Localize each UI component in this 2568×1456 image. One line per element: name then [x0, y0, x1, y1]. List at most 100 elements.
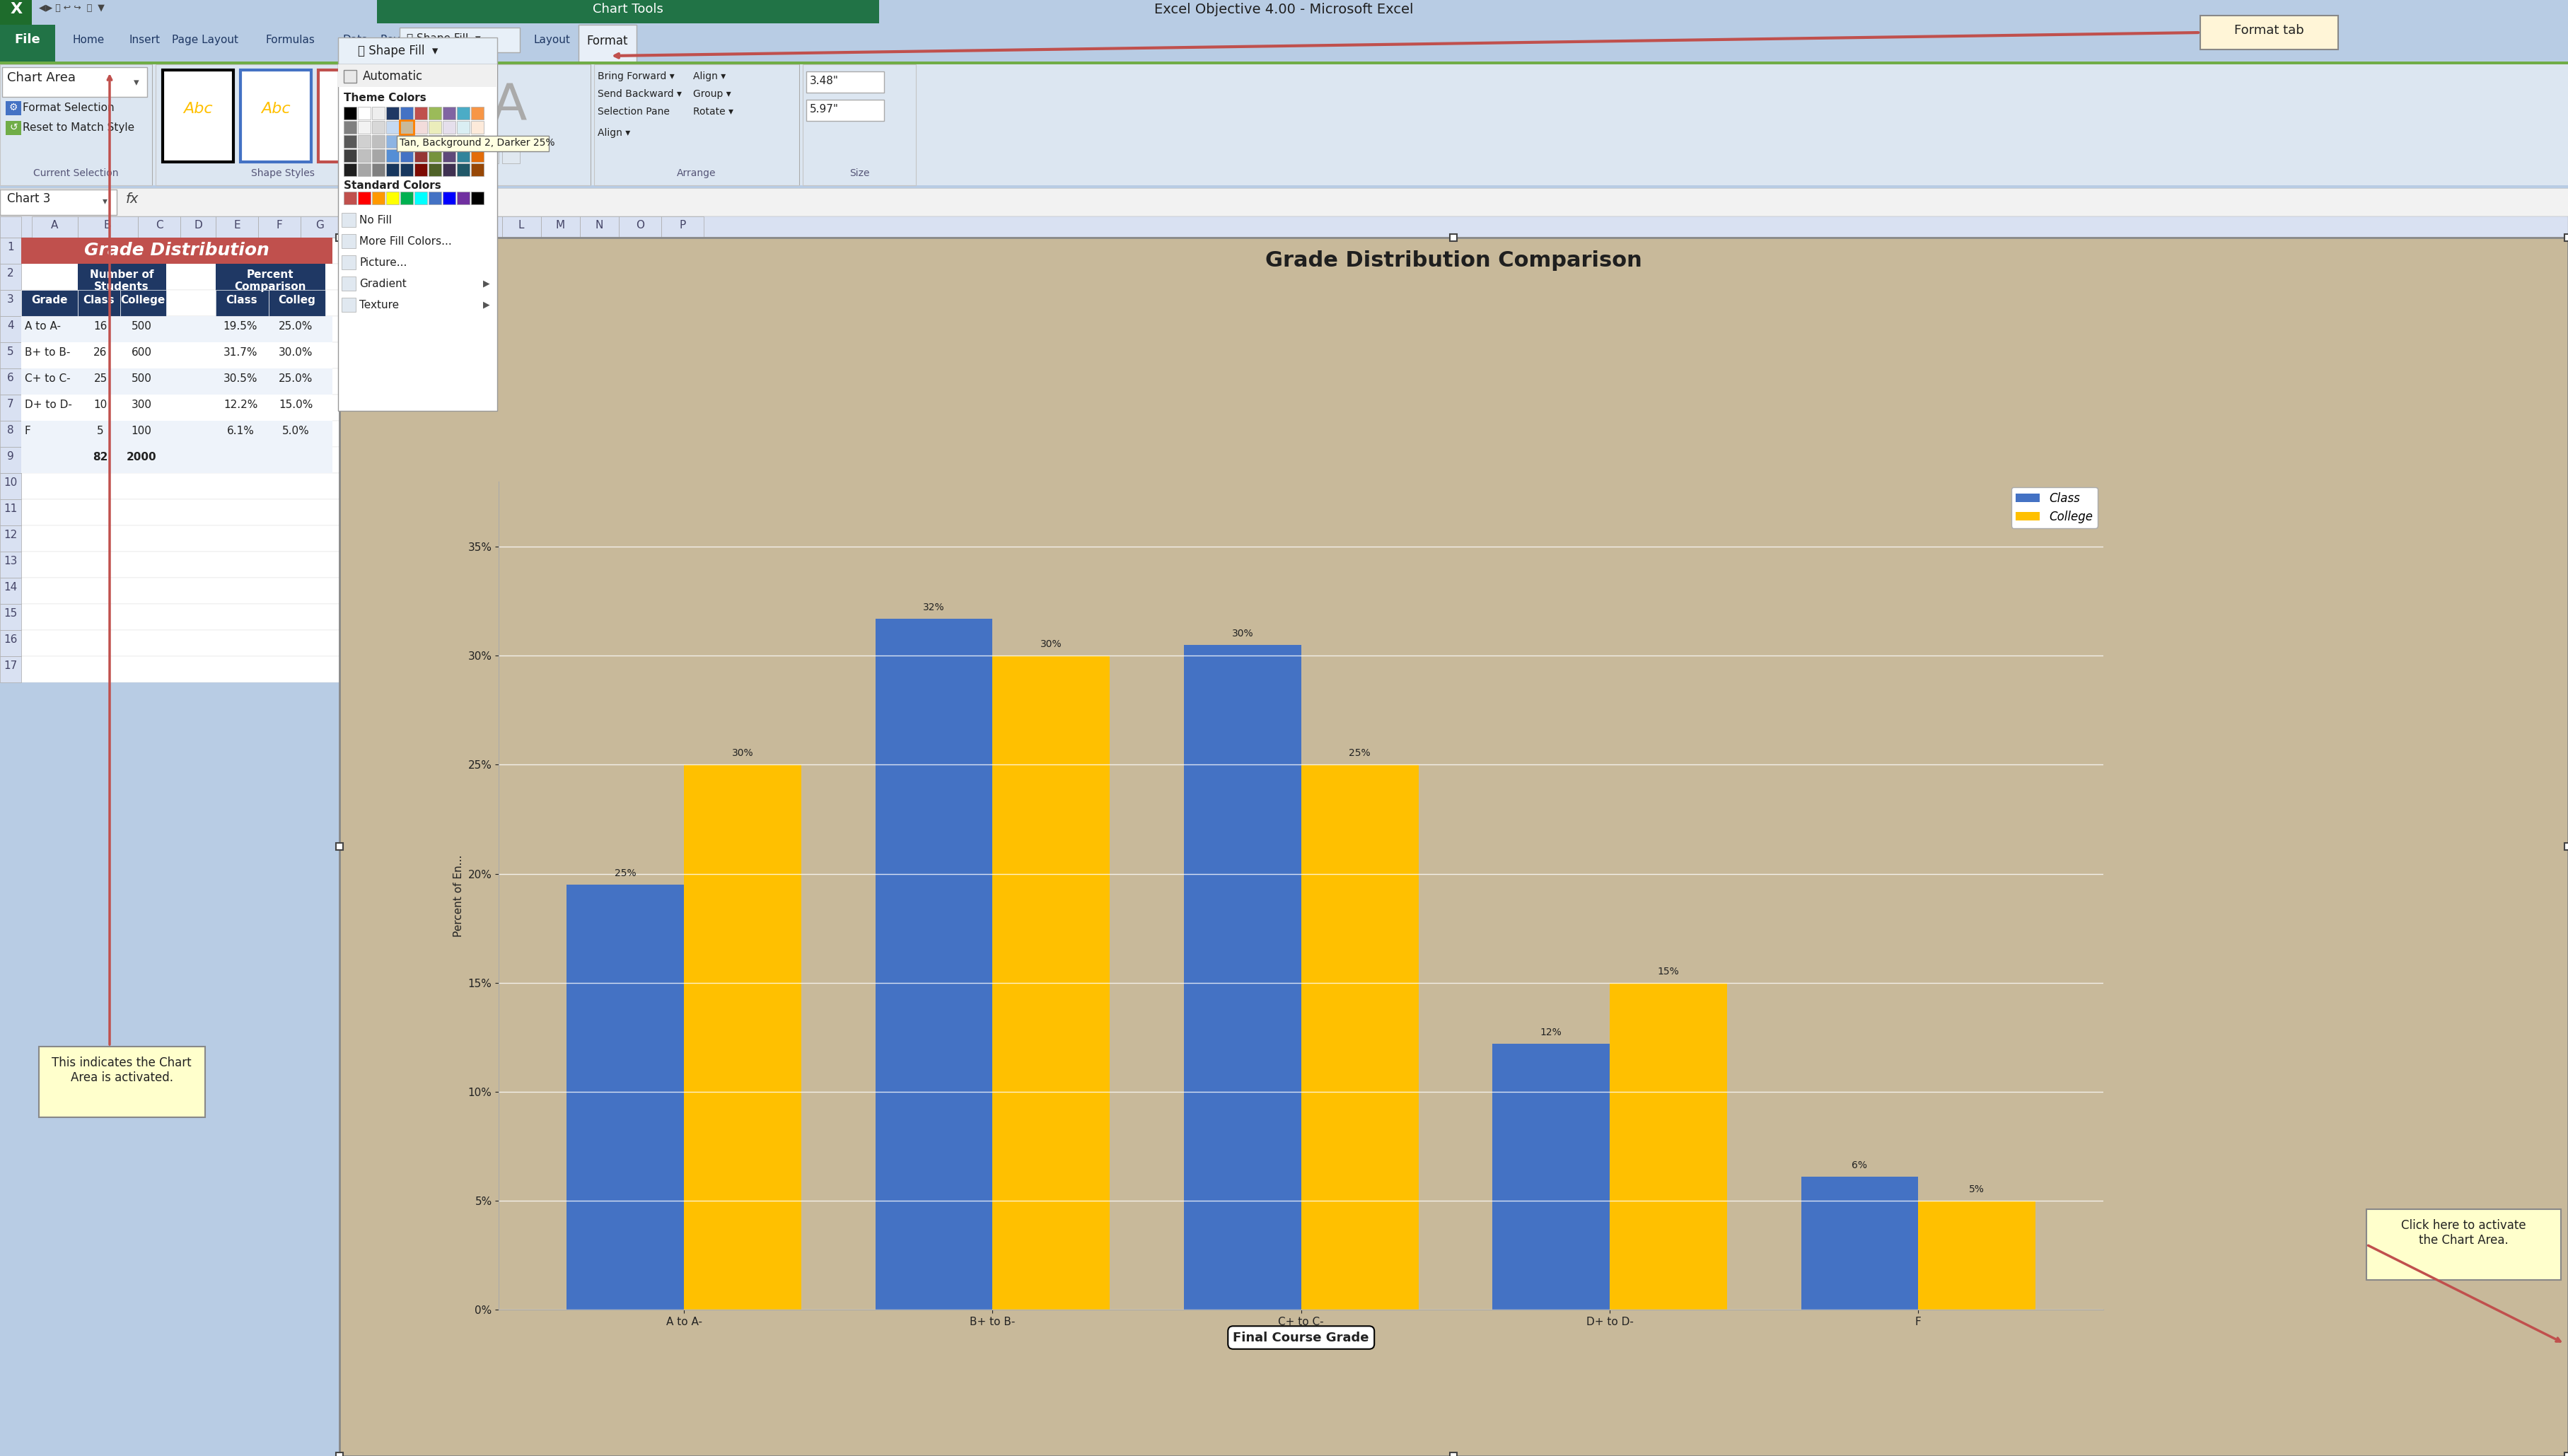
Bar: [413, 149, 426, 162]
Text: Excel Objective 4.00 - Microsoft Excel: Excel Objective 4.00 - Microsoft Excel: [1153, 3, 1412, 16]
Bar: [442, 106, 455, 119]
Bar: [1800, 1176, 1918, 1310]
Bar: [385, 192, 398, 204]
Bar: [401, 163, 413, 176]
Text: 1: 1: [8, 242, 13, 252]
Text: Home: Home: [72, 35, 105, 45]
Bar: [357, 121, 370, 134]
Text: Abc: Abc: [339, 102, 367, 116]
Bar: [385, 149, 398, 162]
Bar: [1610, 983, 1726, 1310]
Text: Layout: Layout: [534, 35, 570, 45]
Text: Number of
Students: Number of Students: [90, 269, 154, 293]
Text: ⚙: ⚙: [10, 102, 18, 112]
Bar: [0, 552, 21, 578]
Bar: [385, 121, 398, 134]
Bar: [0, 188, 2568, 217]
Text: 600: 600: [131, 347, 152, 358]
Bar: [0, 342, 2568, 368]
Bar: [339, 64, 498, 87]
Bar: [429, 106, 442, 119]
Bar: [372, 163, 385, 176]
Bar: [5, 121, 21, 135]
Text: G: G: [316, 220, 324, 230]
Bar: [3, 67, 146, 98]
Bar: [344, 106, 357, 119]
Bar: [804, 64, 917, 185]
Text: 30.0%: 30.0%: [277, 347, 313, 358]
Bar: [470, 106, 483, 119]
Bar: [21, 342, 331, 368]
Text: 15%: 15%: [1656, 967, 1679, 976]
Bar: [357, 163, 370, 176]
Bar: [542, 217, 580, 237]
Text: M: M: [555, 220, 565, 230]
Bar: [0, 342, 21, 368]
Text: C: C: [157, 220, 162, 230]
Text: 25%: 25%: [614, 868, 637, 878]
Text: 5: 5: [98, 425, 103, 437]
Bar: [0, 217, 2568, 237]
Text: N: N: [596, 220, 603, 230]
Text: 16: 16: [3, 635, 18, 645]
Bar: [344, 135, 357, 149]
Bar: [0, 499, 2568, 526]
Text: 15: 15: [3, 609, 18, 619]
Bar: [241, 70, 311, 162]
Bar: [2368, 1210, 2560, 1280]
Bar: [385, 135, 398, 149]
Text: A: A: [490, 82, 526, 131]
Bar: [0, 237, 21, 264]
Text: File: File: [15, 33, 41, 47]
Bar: [39, 1047, 205, 1117]
Bar: [2565, 234, 2568, 242]
Bar: [0, 25, 2568, 61]
Text: 31.7%: 31.7%: [223, 347, 257, 358]
Text: Format tab: Format tab: [2234, 25, 2303, 36]
Bar: [0, 447, 2568, 473]
Bar: [0, 395, 21, 421]
Bar: [457, 135, 470, 149]
Bar: [0, 217, 21, 237]
Bar: [421, 217, 462, 237]
Bar: [0, 0, 31, 25]
Text: 2: 2: [8, 268, 13, 278]
Text: Size: Size: [850, 169, 871, 178]
Bar: [0, 64, 152, 185]
Text: 17: 17: [3, 661, 18, 671]
Bar: [503, 146, 519, 163]
Bar: [0, 630, 2568, 657]
Bar: [457, 149, 470, 162]
Text: Format Selection: Format Selection: [23, 102, 116, 114]
Bar: [0, 61, 2568, 64]
Text: 3: 3: [8, 294, 13, 304]
Bar: [0, 316, 2568, 342]
Text: Automatic: Automatic: [362, 70, 424, 83]
Bar: [0, 499, 21, 526]
Text: Rotate ▾: Rotate ▾: [693, 106, 734, 116]
Bar: [339, 237, 2568, 1456]
Text: 30%: 30%: [732, 748, 752, 759]
Bar: [568, 885, 683, 1310]
Bar: [21, 395, 331, 421]
Text: Click here to activate
the Chart Area.: Click here to activate the Chart Area.: [2401, 1219, 2527, 1246]
Text: Grade: Grade: [31, 296, 67, 306]
Bar: [377, 217, 421, 237]
Bar: [0, 630, 21, 657]
Bar: [344, 121, 357, 134]
Bar: [413, 163, 426, 176]
Text: C+ to C-: C+ to C-: [26, 373, 69, 384]
Bar: [157, 64, 411, 185]
Text: P: P: [678, 220, 686, 230]
Bar: [413, 135, 426, 149]
Text: H: H: [354, 220, 362, 230]
Bar: [0, 189, 116, 215]
Text: Insert: Insert: [128, 35, 162, 45]
Bar: [0, 290, 21, 316]
Text: 25%: 25%: [1348, 748, 1371, 759]
Bar: [259, 217, 300, 237]
Bar: [442, 192, 455, 204]
Bar: [342, 213, 357, 227]
Bar: [806, 71, 883, 93]
Bar: [0, 395, 2568, 421]
